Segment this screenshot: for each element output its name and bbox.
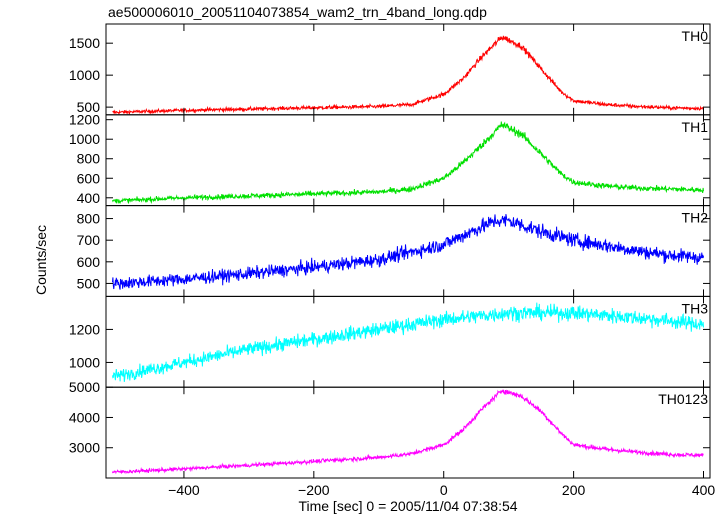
- series-line-th3: [112, 302, 704, 382]
- panel-frame: [105, 23, 711, 116]
- panel-label: TH0: [682, 28, 709, 44]
- panel-th3: 1000 1200 TH3: [69, 295, 711, 388]
- panel-th1: 400 600 800 1000 1200 TH1: [69, 112, 711, 207]
- x-axis: −400 −200 0 200 400: [168, 482, 715, 498]
- series-line-th2: [112, 214, 704, 290]
- y-tick-label: 500: [77, 99, 101, 115]
- panel-th2: 500 600 700 800 TH2: [77, 205, 711, 297]
- series-line-th0123: [112, 389, 704, 475]
- y-tick-label: 1200: [69, 321, 100, 337]
- y-tick-label: 1000: [69, 67, 100, 83]
- x-tick-label: 200: [562, 482, 586, 498]
- panel-frame: [105, 114, 711, 207]
- series-line-th0: [112, 35, 704, 115]
- y-tick-label: 5000: [69, 379, 100, 395]
- y-axis-label: Counts/sec: [33, 225, 49, 295]
- x-tick-label: −200: [298, 482, 330, 498]
- panel-group: 500 1000 1500 TH0 400 600 800 1000 1200 TH1 500 600…: [69, 23, 711, 479]
- panel-th0: 500 1000 1500 TH0: [69, 23, 711, 116]
- x-tick-label: −400: [168, 482, 200, 498]
- y-tick-label: 800: [77, 151, 101, 167]
- chart-title: ae500006010_20051104073854_wam2_trn_4ban…: [108, 4, 487, 20]
- panel-label: TH0123: [658, 391, 708, 407]
- y-tick-label: 1200: [69, 112, 100, 128]
- y-tick-label: 500: [77, 275, 101, 291]
- y-tick-label: 600: [77, 170, 101, 186]
- x-tick-label: 0: [440, 482, 448, 498]
- y-tick-label: 1500: [69, 35, 100, 51]
- y-tick-label: 700: [77, 232, 101, 248]
- y-tick-label: 4000: [69, 409, 100, 425]
- panel-label: TH1: [682, 119, 709, 135]
- x-tick-label: 400: [692, 482, 716, 498]
- y-tick-label: 800: [77, 211, 101, 227]
- y-tick-label: 3000: [69, 440, 100, 456]
- y-tick-label: 600: [77, 254, 101, 270]
- panel-label: TH2: [682, 210, 709, 226]
- panel-frame: [105, 295, 711, 388]
- x-axis-label: Time [sec] 0 = 2005/11/04 07:38:54: [298, 498, 517, 514]
- panel-label: TH3: [682, 300, 709, 316]
- series-line-th1: [112, 121, 704, 205]
- y-tick-label: 1000: [69, 131, 100, 147]
- panel-frame: [105, 386, 711, 479]
- y-tick-label: 400: [77, 190, 101, 206]
- y-tick-label: 1000: [69, 354, 100, 370]
- panel-th0123: 3000 4000 5000 TH0123: [69, 379, 711, 479]
